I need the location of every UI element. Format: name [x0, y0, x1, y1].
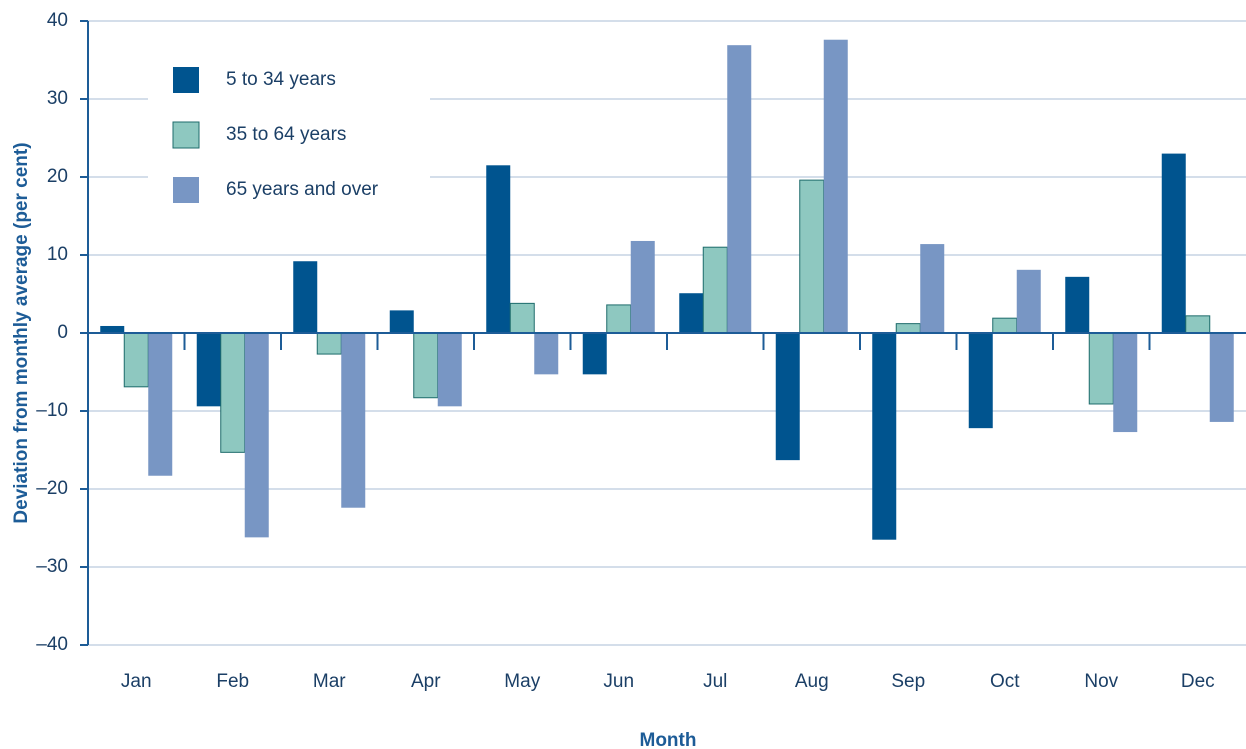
- bar: [727, 45, 752, 334]
- bar: [100, 325, 125, 333]
- bar: [872, 333, 897, 540]
- legend-label: 35 to 64 years: [226, 124, 346, 145]
- bar: [1113, 333, 1138, 433]
- bar: [1088, 332, 1114, 405]
- x-tick-label: Jun: [603, 671, 634, 692]
- legend-swatch: [172, 121, 200, 149]
- x-tick-label: Nov: [1084, 671, 1118, 692]
- bar: [437, 333, 462, 407]
- x-tick-label: Sep: [891, 671, 925, 692]
- bar: [606, 304, 632, 334]
- legend-swatch: [173, 67, 199, 93]
- bar: [1209, 333, 1234, 422]
- bar: [679, 293, 704, 333]
- bar: [534, 333, 559, 375]
- bar: [630, 240, 655, 333]
- x-tick-label: Aug: [795, 671, 829, 692]
- y-tick-label: 0: [57, 322, 68, 343]
- bar: [968, 333, 993, 429]
- bar: [389, 310, 414, 333]
- x-tick-label: Jul: [703, 671, 727, 692]
- x-tick-label: May: [504, 671, 540, 692]
- x-tick-label: Jan: [121, 671, 152, 692]
- bar: [920, 244, 945, 333]
- x-tick-label: Mar: [313, 671, 346, 692]
- legend-label: 65 years and over: [226, 179, 379, 200]
- y-tick-label: 30: [47, 88, 68, 109]
- y-axis-title: Deviation from monthly average (per cent…: [11, 142, 32, 523]
- y-tick-label: 20: [47, 166, 68, 187]
- legend-label: 5 to 34 years: [226, 69, 336, 90]
- bar: [196, 333, 221, 407]
- x-tick-label: Apr: [411, 671, 441, 692]
- bar: [220, 332, 246, 453]
- bar: [413, 332, 439, 399]
- y-tick-label: –40: [36, 634, 68, 655]
- bar: [316, 332, 342, 355]
- bar: [823, 39, 848, 333]
- bar: [775, 333, 800, 461]
- x-tick-label: Oct: [990, 671, 1020, 692]
- x-tick-label: Dec: [1181, 671, 1215, 692]
- bar: [148, 333, 173, 476]
- bar: [244, 333, 269, 538]
- bar: [1185, 315, 1211, 334]
- bar: [895, 323, 921, 334]
- y-tick-label: –30: [36, 556, 68, 577]
- bar: [293, 261, 318, 333]
- bar: [1016, 269, 1041, 333]
- bar: [799, 179, 825, 334]
- bar: [486, 165, 511, 333]
- bar: [992, 317, 1018, 334]
- bar: [341, 333, 366, 508]
- bar: [702, 246, 728, 334]
- y-tick-label: 40: [47, 10, 68, 31]
- y-tick-label: 10: [47, 244, 68, 265]
- bar: [582, 333, 607, 375]
- legend-swatch: [173, 177, 199, 203]
- x-tick-label: Feb: [216, 671, 249, 692]
- x-axis-title: Month: [640, 730, 697, 749]
- y-tick-label: –20: [36, 478, 68, 499]
- bar: [123, 332, 149, 388]
- bar: [1161, 153, 1186, 333]
- y-tick-label: –10: [36, 400, 68, 421]
- bar: [1065, 276, 1090, 333]
- bar: [509, 302, 535, 334]
